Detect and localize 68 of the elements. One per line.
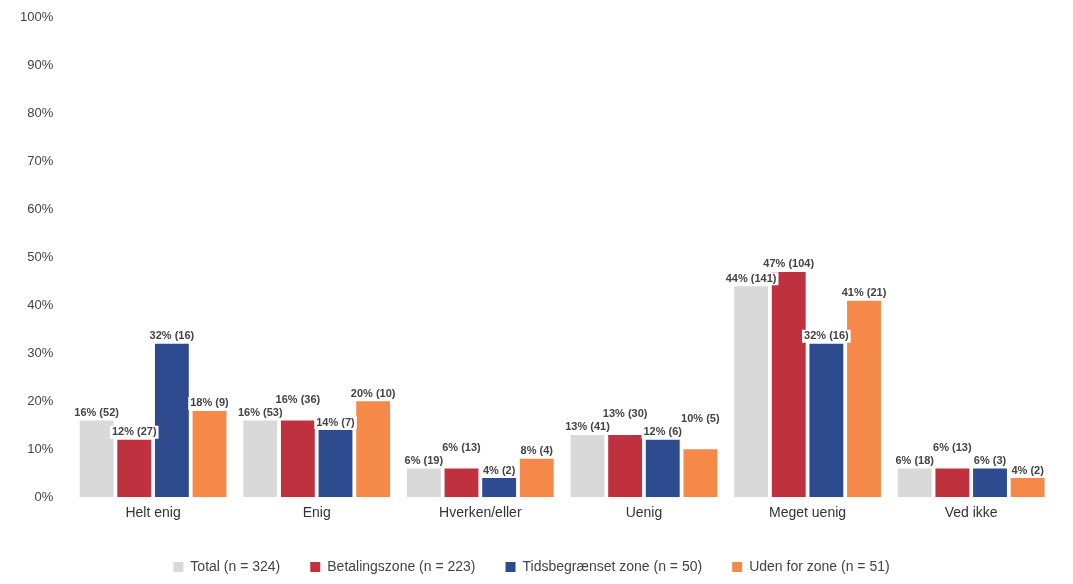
data-label: 12% (6) [643,425,683,438]
bar [280,420,315,498]
data-label: 41% (21) [841,286,887,299]
y-tick-label: 100% [20,9,54,25]
y-tick-label: 90% [27,57,54,73]
y-tick-label: 80% [27,105,54,121]
bar [519,458,554,498]
data-label: 18% (9) [190,396,230,409]
bar [192,410,227,498]
bar [444,468,479,498]
data-label: 6% (13) [933,440,972,453]
bar [154,343,189,498]
bar [79,420,114,498]
bar [482,478,517,498]
data-label: 32% (16) [804,329,850,342]
data-label: 6% (3) [973,453,1007,466]
y-tick-label: 50% [27,249,54,265]
bar [117,439,152,498]
legend-label: Uden for zone (n = 51) [749,557,890,574]
data-label: 6% (13) [442,440,482,453]
legend-label: Betalingszone (n = 223) [327,557,476,574]
data-label: 44% (141) [725,271,777,284]
data-label: 6% (19) [404,453,444,466]
bar [570,434,605,498]
y-tick-label: 40% [27,297,54,313]
x-tick-label: Ved ikke [944,504,998,521]
bar [683,449,718,498]
x-tick-label: Hverken/eller [439,504,522,521]
data-label: 10% (5) [681,412,720,425]
bar [897,468,932,498]
legend-label: Tidsbegrænset zone (n = 50) [522,557,703,574]
y-tick-label: 10% [27,440,54,456]
x-tick-label: Helt enig [125,504,181,521]
y-tick-label: 60% [27,201,54,217]
data-label: 16% (53) [237,406,283,419]
bar [935,468,970,498]
bar [847,300,881,498]
y-tick-label: 0% [34,488,54,504]
data-label: 13% (41) [565,420,611,433]
y-tick-label: 20% [27,392,54,408]
y-tick-label: 70% [27,153,54,169]
bar [973,468,1007,498]
y-tick-label: 30% [27,344,54,360]
data-label: 6% (18) [895,453,935,466]
data-label: 47% (104) [763,257,815,270]
data-label: 32% (16) [149,329,195,342]
bar [608,434,643,498]
legend-label: Total (n = 324) [190,557,281,574]
bar [809,343,844,498]
x-tick-label: Enig [302,504,331,521]
data-label: 8% (4) [520,444,554,457]
x-tick-label: Meget uenig [769,504,847,521]
data-label: 16% (36) [275,393,321,406]
data-label: 16% (52) [74,406,120,419]
x-tick-label: Uenig [625,504,663,521]
data-label: 20% (10) [350,386,396,399]
data-label: 12% (27) [111,425,157,438]
bar [1010,478,1045,498]
bar [356,401,391,498]
data-label: 14% (7) [316,415,356,428]
bar [645,439,680,498]
bar [318,430,353,498]
data-label: 4% (2) [482,463,516,476]
data-label: 13% (30) [602,407,648,420]
bar [734,286,769,498]
bar [406,468,441,498]
bar [243,420,278,498]
data-label: 4% (2) [1011,463,1045,476]
